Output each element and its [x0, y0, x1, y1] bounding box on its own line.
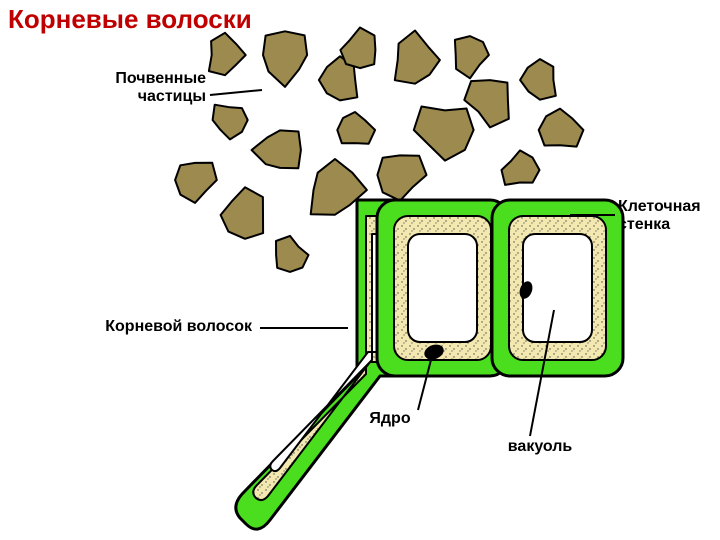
epidermal-cell — [377, 200, 508, 376]
epidermal-cell — [492, 200, 623, 376]
root-hair-cell — [236, 200, 395, 529]
diagram-canvas — [0, 0, 720, 540]
